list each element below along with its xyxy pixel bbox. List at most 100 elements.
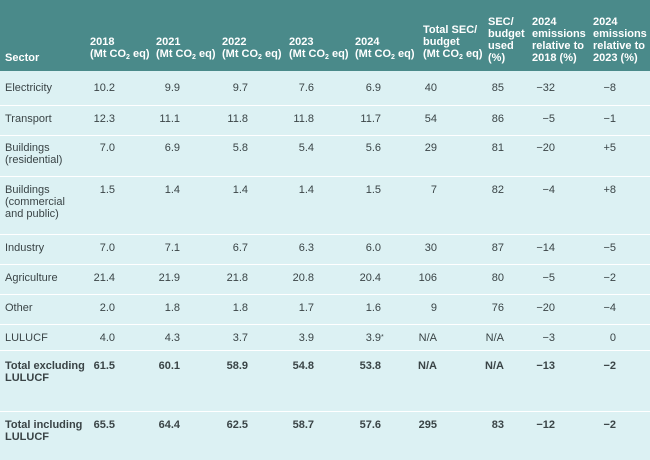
value-cell: 54 (424, 113, 437, 125)
value-cell: 40 (424, 82, 437, 94)
sector-cell: Total including LULUCF (5, 419, 83, 443)
value-cell: −20 (536, 142, 555, 154)
value-cell: 1.8 (164, 302, 180, 314)
header-2024: 2024 (Mt CO2 eq) (355, 36, 415, 61)
value-cell: 4.0 (99, 332, 115, 344)
value-cell: 11.1 (159, 113, 180, 125)
value-cell: 3.9 * (365, 332, 384, 344)
value-cell: 62.5 (226, 419, 248, 431)
value-cell: 58.7 (292, 419, 314, 431)
value-cell: 1.4 (298, 184, 314, 196)
value-cell: 21.8 (226, 272, 248, 284)
value-cell: −2 (603, 419, 616, 431)
value-cell: 65.5 (93, 419, 115, 431)
header-relative-2023: 2024 emissions relative to 2023 (%) (593, 16, 647, 64)
header-total-sec: Total SEC/budget (Mt CO2 eq) (423, 24, 483, 61)
row-divider (0, 411, 650, 412)
value-cell: 9 (430, 302, 437, 314)
value-cell: 86 (491, 113, 504, 125)
value-cell: 7 (430, 184, 437, 196)
value-cell: 82 (491, 184, 504, 196)
value-cell: 6.9 (365, 82, 381, 94)
value-cell: 1.4 (232, 184, 248, 196)
sector-cell: Electricity (5, 82, 53, 94)
value-cell: 85 (491, 82, 504, 94)
value-cell: 9.9 (164, 82, 180, 94)
value-cell: 7.0 (99, 242, 115, 254)
value-cell: 76 (491, 302, 504, 314)
value-cell: 20.8 (292, 272, 314, 284)
header-2021: 2021 (Mt CO2 eq) (156, 36, 216, 61)
value-cell: 7.0 (99, 142, 115, 154)
value-cell: 80 (491, 272, 504, 284)
value-cell: 12.3 (93, 113, 115, 125)
value-cell: −5 (603, 242, 616, 254)
value-cell: −4 (542, 184, 555, 196)
value-cell: 6.9 (164, 142, 180, 154)
value-cell: 5.4 (298, 142, 314, 154)
value-cell: +5 (603, 142, 616, 154)
sector-cell: Buildings (commercial and public) (5, 184, 65, 220)
value-cell: N/A (418, 360, 437, 372)
value-cell: 11.8 (293, 113, 314, 125)
sector-cell: Total excluding LULUCF (5, 360, 85, 384)
sector-cell: Transport (5, 113, 52, 125)
value-cell: 87 (491, 242, 504, 254)
value-cell: 0 (609, 332, 616, 344)
value-cell: −5 (542, 113, 555, 125)
value-cell: N/A (485, 332, 504, 344)
value-cell: 54.8 (292, 360, 314, 372)
value-cell: −5 (542, 272, 555, 284)
value-cell: 10.2 (93, 82, 115, 94)
value-cell: 3.9 (298, 332, 314, 344)
value-cell: 7.1 (164, 242, 180, 254)
value-cell: −12 (536, 419, 555, 431)
row-divider (0, 105, 650, 106)
row-divider (0, 294, 650, 295)
value-cell: 5.6 (365, 142, 381, 154)
value-cell: −14 (536, 242, 555, 254)
row-divider (0, 264, 650, 265)
sector-cell: LULUCF (5, 332, 48, 344)
value-cell: N/A (485, 360, 504, 372)
header-relative-2018: 2024 emissions relative to 2018 (%) (532, 16, 586, 64)
value-cell: −2 (603, 360, 616, 372)
value-cell: 295 (418, 419, 437, 431)
table-header: Sector 2018 (Mt CO2 eq) 2021 (Mt CO2 eq) 2… (0, 0, 650, 71)
value-cell: −13 (536, 360, 555, 372)
value-cell: 30 (424, 242, 437, 254)
value-cell: 1.5 (365, 184, 381, 196)
value-cell: 9.7 (232, 82, 248, 94)
value-cell: 6.0 (365, 242, 381, 254)
value-cell: −3 (542, 332, 555, 344)
row-divider (0, 324, 650, 325)
value-cell: 21.9 (158, 272, 180, 284)
value-cell: 58.9 (226, 360, 248, 372)
footnote-marker: * (381, 334, 384, 341)
value-cell: −8 (603, 82, 616, 94)
value-cell: −32 (536, 82, 555, 94)
row-divider (0, 234, 650, 235)
value-cell: 4.3 (164, 332, 180, 344)
sector-cell: Industry (5, 242, 45, 254)
value-cell: 2.0 (99, 302, 115, 314)
row-divider (0, 350, 650, 351)
value-cell: N/A (418, 332, 437, 344)
value-cell: 1.8 (232, 302, 248, 314)
header-2022: 2022 (Mt CO2 eq) (222, 36, 282, 61)
value-cell: 6.3 (298, 242, 314, 254)
sector-cell: Buildings (residential) (5, 142, 63, 166)
value-cell: 57.6 (359, 419, 381, 431)
value-cell: 1.6 (365, 302, 381, 314)
row-divider (0, 176, 650, 177)
value-cell: 64.4 (158, 419, 180, 431)
row-divider (0, 135, 650, 136)
value-cell: 21.4 (93, 272, 115, 284)
header-2023: 2023 (Mt CO2 eq) (289, 36, 349, 61)
sector-cell: Other (5, 302, 33, 314)
value-cell: 1.5 (99, 184, 115, 196)
value-cell: −1 (603, 113, 616, 125)
value-cell: 11.8 (227, 113, 248, 125)
value-cell: 106 (418, 272, 437, 284)
